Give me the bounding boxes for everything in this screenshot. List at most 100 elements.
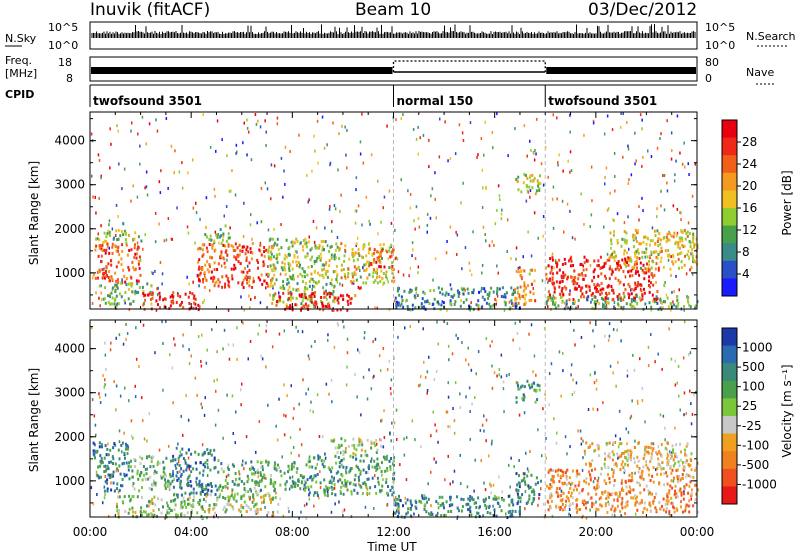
echo-cell <box>296 240 299 243</box>
echo-cell <box>604 296 607 300</box>
echo-cell <box>246 480 249 484</box>
echo-cell <box>188 492 191 496</box>
echo-cell <box>670 479 673 483</box>
echo-cell <box>365 267 368 271</box>
echo-cell <box>606 510 609 514</box>
echo-cell <box>355 242 358 246</box>
echo-cell <box>596 408 599 412</box>
echo-cell <box>365 453 368 457</box>
echo-cell <box>333 296 336 300</box>
echo-cell <box>213 458 216 462</box>
echo-cell <box>220 462 223 466</box>
echo-cell <box>291 308 294 312</box>
echo-cell <box>199 483 202 487</box>
echo-cell <box>340 443 343 447</box>
echo-cell <box>677 245 680 249</box>
echo-cell <box>659 260 662 264</box>
echo-cell <box>358 468 361 472</box>
echo-cell <box>691 272 694 276</box>
echo-cell <box>151 513 154 517</box>
echo-cell <box>657 445 660 449</box>
echo-cell <box>447 454 449 458</box>
echo-cell <box>333 345 336 349</box>
echo-cell <box>177 442 179 446</box>
echo-cell <box>375 451 378 454</box>
echo-cell <box>613 230 615 234</box>
echo-cell <box>111 455 114 459</box>
echo-cell <box>128 308 131 312</box>
echo-cell <box>426 212 429 216</box>
echo-cell <box>648 275 651 279</box>
echo-cell <box>549 271 552 275</box>
echo-cell <box>285 414 287 418</box>
echo-cell <box>612 469 615 473</box>
echo-cell <box>134 384 136 388</box>
echo-cell <box>177 456 180 460</box>
echo-cell <box>257 483 260 487</box>
echo-cell <box>572 488 575 492</box>
echo-cell <box>333 300 336 304</box>
echo-cell <box>201 507 204 511</box>
echo-cell <box>373 268 376 272</box>
echo-cell <box>148 122 151 126</box>
echo-cell <box>619 125 622 129</box>
echo-cell <box>212 507 215 511</box>
echo-cell <box>615 254 617 258</box>
echo-cell <box>428 302 431 305</box>
echo-cell <box>688 173 690 176</box>
echo-cell <box>275 257 278 261</box>
colorbar-swatch <box>722 433 737 452</box>
echo-cell <box>498 373 500 377</box>
echo-cell <box>206 235 208 239</box>
echo-cell <box>649 243 651 247</box>
echo-cell <box>545 484 548 488</box>
echo-cell <box>604 182 606 186</box>
echo-cell <box>227 280 230 284</box>
echo-cell <box>569 445 571 449</box>
echo-cell <box>376 267 379 271</box>
echo-cell <box>198 258 201 262</box>
echo-cell <box>211 256 213 260</box>
echo-cell <box>103 267 105 271</box>
echo-cell <box>558 153 560 157</box>
echo-cell <box>110 481 112 485</box>
echo-cell <box>302 239 305 242</box>
echo-cell <box>128 268 131 272</box>
echo-cell <box>103 248 106 252</box>
echo-cell <box>166 508 169 512</box>
echo-cell <box>122 222 124 225</box>
echo-cell <box>232 249 235 252</box>
echo-cell <box>689 305 692 309</box>
echo-cell <box>611 450 614 454</box>
echo-cell <box>127 468 130 472</box>
echo-cell <box>397 301 400 305</box>
echo-cell <box>247 505 250 509</box>
echo-cell <box>640 499 643 503</box>
echo-cell <box>115 469 117 473</box>
echo-cell <box>362 459 365 463</box>
echo-cell <box>676 381 678 385</box>
echo-cell <box>587 500 589 504</box>
echo-cell <box>123 431 125 435</box>
echo-cell <box>634 497 637 501</box>
echo-cell <box>278 291 280 295</box>
echo-cell <box>242 286 245 289</box>
echo-cell <box>659 507 662 511</box>
echo-cell <box>450 510 453 513</box>
cpid-segment-0: twofsound 3501 <box>93 94 202 108</box>
echo-cell <box>263 255 266 258</box>
echo-cell <box>561 470 564 474</box>
echo-cell <box>371 465 374 469</box>
echo-cell <box>583 499 586 503</box>
echo-cell <box>535 189 538 193</box>
echo-cell <box>297 261 300 264</box>
echo-cell <box>153 472 156 475</box>
echo-cell <box>517 481 520 485</box>
echo-cell <box>634 501 637 505</box>
echo-cell <box>154 269 156 273</box>
echo-cell <box>115 336 117 340</box>
echo-cell <box>422 290 425 294</box>
echo-cell <box>104 393 107 397</box>
echo-cell <box>112 457 115 461</box>
echo-cell <box>588 285 591 289</box>
